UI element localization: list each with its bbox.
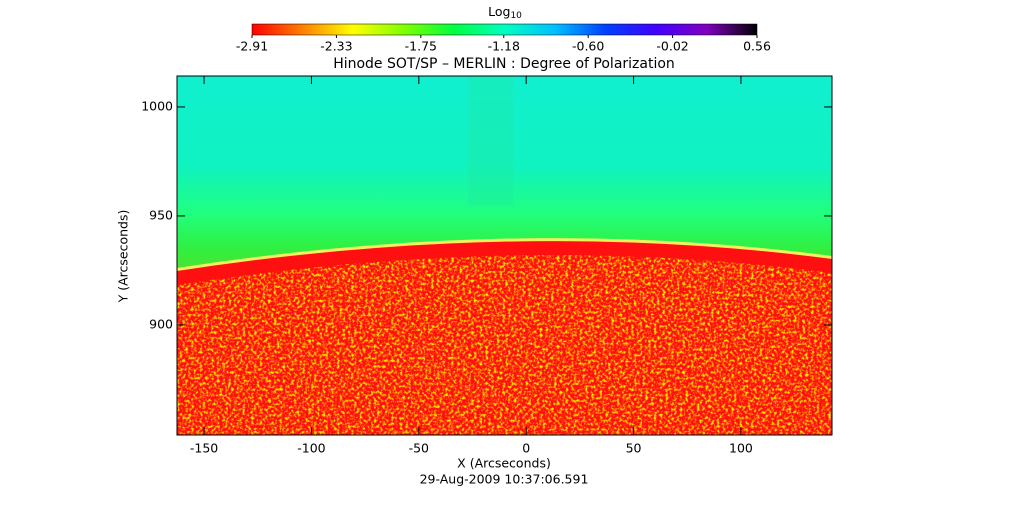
- date-label: 29-Aug-2009 10:37:06.591: [420, 472, 589, 487]
- x-tick-label: 50: [626, 441, 642, 456]
- y-tick-label: 1000: [141, 98, 173, 113]
- y-tick-label: 900: [149, 316, 173, 331]
- colorbar-tick-label: -0.02: [656, 39, 688, 54]
- colorbar-label-text: Log: [488, 4, 510, 19]
- x-tick-label: -150: [190, 441, 218, 456]
- y-tick-label: 950: [149, 207, 173, 222]
- colorbar-tick-label: -2.33: [320, 39, 352, 54]
- colorbar-tick-label: 0.56: [743, 39, 771, 54]
- polarization-image: [177, 76, 832, 435]
- colorbar: [251, 23, 758, 36]
- colorbar-label: Log10: [488, 4, 522, 21]
- y-axis-label: Y (Arcseconds): [116, 210, 131, 304]
- x-tick-label: -100: [297, 441, 325, 456]
- colorbar-tick-label: -2.91: [236, 39, 268, 54]
- x-tick-label: -50: [409, 441, 429, 456]
- x-tick-label: 100: [729, 441, 753, 456]
- colorbar-tick-label: -0.60: [572, 39, 604, 54]
- x-axis-label: X (Arcseconds): [457, 456, 551, 471]
- colorbar-tick-label: -1.75: [405, 39, 437, 54]
- plot-frame: [176, 75, 833, 436]
- colorbar-tick-label: -1.18: [488, 39, 520, 54]
- x-tick-label: 0: [522, 441, 530, 456]
- chart-title: Hinode SOT/SP – MERLIN : Degree of Polar…: [333, 56, 675, 72]
- colorbar-label-sub: 10: [510, 11, 522, 21]
